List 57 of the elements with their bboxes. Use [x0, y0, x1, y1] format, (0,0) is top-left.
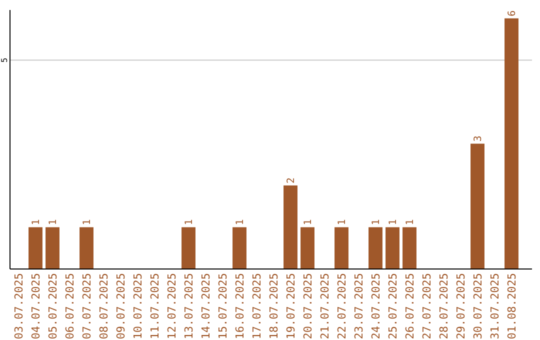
- x-tick-label: 08.07.2025: [98, 273, 110, 340]
- bar: [182, 227, 196, 269]
- x-tick-label: 09.07.2025: [114, 273, 128, 340]
- data-label: 2: [286, 177, 297, 184]
- data-label: 1: [405, 219, 416, 226]
- x-tick-label: 27.07.2025: [420, 273, 434, 340]
- bar: [470, 144, 484, 269]
- data-label: 1: [303, 219, 314, 226]
- x-tick-label: 21.07.2025: [318, 273, 332, 340]
- bar: [368, 227, 382, 269]
- y-tick-label: 5: [0, 58, 9, 63]
- data-label: 1: [31, 219, 42, 226]
- x-tick-label: 11.07.2025: [148, 273, 162, 340]
- bar: [504, 18, 518, 269]
- x-tick-label: 26.07.2025: [404, 273, 416, 340]
- bar: [284, 185, 298, 269]
- x-tick-label: 22.07.2025: [336, 273, 348, 340]
- x-tick-label: 13.07.2025: [182, 273, 196, 340]
- x-tick-label: 16.07.2025: [234, 273, 246, 340]
- x-tick-label: 25.07.2025: [386, 273, 400, 340]
- bar: [28, 227, 42, 269]
- data-label: 1: [337, 219, 348, 226]
- bar: [232, 227, 246, 269]
- x-tick-label: 01.08.2025: [506, 273, 518, 340]
- bar: [46, 227, 60, 269]
- x-tick-label: 17.07.2025: [250, 273, 264, 340]
- bar: [80, 227, 94, 269]
- x-tick-label: 12.07.2025: [166, 273, 178, 340]
- data-label: 3: [473, 136, 484, 142]
- x-tick-label: 03.07.2025: [12, 273, 26, 340]
- x-tick-label: 20.07.2025: [302, 273, 314, 340]
- data-label: 1: [388, 219, 399, 226]
- data-label: 1: [371, 219, 382, 226]
- data-label: 1: [48, 219, 59, 226]
- bar: [334, 227, 348, 269]
- x-tick-label: 10.07.2025: [132, 273, 144, 340]
- bar: [386, 227, 400, 269]
- x-tick-label: 07.07.2025: [80, 273, 94, 340]
- x-tick-label: 28.07.2025: [438, 273, 450, 340]
- data-label: 1: [235, 219, 246, 226]
- x-tick-label: 23.07.2025: [352, 273, 366, 340]
- x-tick-label: 04.07.2025: [30, 273, 42, 340]
- data-label: 1: [184, 219, 195, 226]
- bar: [402, 227, 416, 269]
- x-tick-label: 06.07.2025: [64, 273, 76, 340]
- x-tick-label: 30.07.2025: [472, 273, 484, 340]
- data-label: 6: [507, 10, 518, 16]
- bar: [300, 227, 314, 269]
- x-tick-label: 05.07.2025: [46, 273, 60, 340]
- x-tick-label: 18.07.2025: [268, 273, 280, 340]
- x-tick-label: 29.07.2025: [454, 273, 468, 340]
- data-label: 1: [82, 219, 93, 226]
- x-tick-label: 14.07.2025: [200, 273, 212, 340]
- x-tick-label: 24.07.2025: [370, 273, 382, 340]
- x-tick-label: 15.07.2025: [216, 273, 230, 340]
- x-tick-label: 19.07.2025: [284, 273, 298, 340]
- x-tick-label: 31.07.2025: [488, 273, 502, 340]
